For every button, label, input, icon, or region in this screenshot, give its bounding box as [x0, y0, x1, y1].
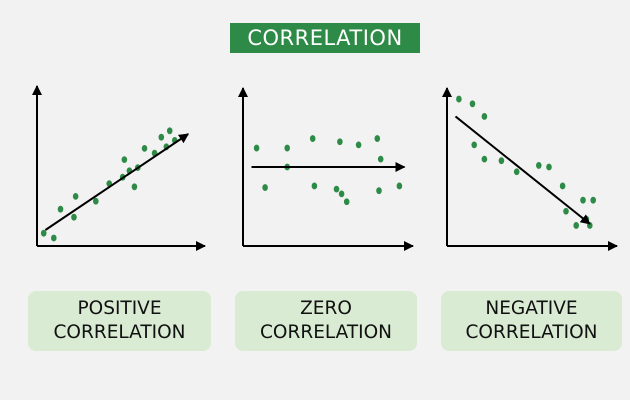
data-point-positive: [57, 205, 64, 213]
data-point-negative: [559, 182, 566, 190]
data-point-zero: [311, 182, 318, 190]
data-point-positive: [121, 156, 128, 164]
data-point-zero: [343, 198, 350, 206]
data-point-negative: [536, 162, 542, 169]
data-point-negative: [580, 196, 586, 204]
data-point-positive: [93, 197, 99, 205]
data-point-negative: [590, 196, 596, 204]
caption-line-1: ZERO: [300, 298, 352, 319]
data-point-zero: [377, 155, 384, 163]
data-point-positive: [51, 234, 57, 242]
caption-line-1: POSITIVE: [77, 298, 162, 319]
data-point-negative: [498, 157, 505, 165]
data-point-negative: [563, 207, 569, 215]
data-point-positive: [158, 133, 165, 141]
data-point-positive: [71, 213, 77, 221]
data-point-zero: [355, 141, 362, 149]
data-point-zero: [284, 144, 291, 152]
data-point-positive: [131, 183, 138, 191]
data-point-zero: [374, 135, 381, 142]
caption-line-1: NEGATIVE: [485, 298, 578, 319]
data-point-zero: [253, 144, 260, 152]
data-point-negative: [481, 113, 488, 120]
data-point-zero: [337, 138, 343, 146]
data-point-negative: [481, 155, 488, 163]
data-point-zero: [396, 182, 403, 190]
page-title: CORRELATION: [230, 23, 420, 53]
caption-negative-correlation: NEGATIVE CORRELATION: [441, 291, 622, 351]
data-point-negative: [573, 222, 579, 229]
trend-arrow-positive: [44, 133, 190, 231]
caption-line-2: CORRELATION: [260, 322, 392, 343]
caption-positive-correlation: POSITIVE CORRELATION: [28, 291, 211, 351]
data-point-negative: [471, 141, 478, 149]
data-point-zero: [338, 190, 345, 198]
data-point-positive: [40, 229, 47, 237]
caption-line-2: CORRELATION: [53, 322, 186, 343]
data-point-positive: [141, 145, 148, 152]
trend-arrow-negative: [454, 115, 591, 225]
data-point-negative: [469, 100, 476, 108]
caption-line-2: CORRELATION: [465, 322, 598, 343]
caption-zero-correlation: ZERO CORRELATION: [235, 291, 417, 351]
data-point-zero: [262, 184, 268, 191]
data-point-zero: [309, 135, 316, 142]
data-point-zero: [333, 185, 340, 193]
data-point-positive: [166, 127, 173, 135]
data-point-positive: [72, 193, 79, 200]
data-point-zero: [376, 187, 382, 195]
data-point-negative: [513, 168, 520, 176]
data-point-negative: [546, 163, 552, 171]
data-point-negative: [456, 95, 462, 103]
